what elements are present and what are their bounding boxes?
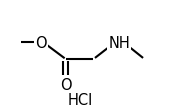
Text: O: O (35, 36, 46, 50)
Text: O: O (60, 77, 71, 92)
Text: HCl: HCl (67, 92, 92, 107)
Text: NH: NH (108, 36, 130, 50)
